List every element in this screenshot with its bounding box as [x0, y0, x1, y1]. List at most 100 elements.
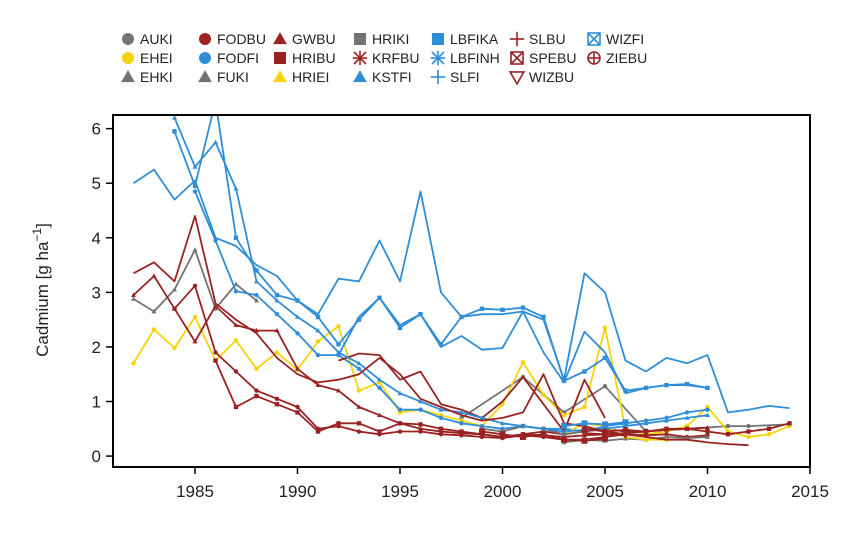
- point-spebu: [540, 431, 547, 438]
- point-wizbu: [621, 432, 630, 440]
- point-gwbu: [192, 338, 198, 344]
- legend-marker-lbfinh: [430, 50, 446, 66]
- y-axis: 0 1 2 3 4 5 6: [92, 120, 113, 466]
- point-fodfi: [643, 418, 649, 423]
- series-ziebu: [581, 425, 649, 435]
- point-auki: [725, 423, 731, 429]
- legend-marker-fuki: [198, 70, 212, 83]
- point-fodfi: [684, 410, 690, 415]
- x-tick-label-2015: 2015: [791, 482, 829, 501]
- point-hribu: [213, 358, 218, 363]
- point-lbfika: [500, 307, 505, 313]
- point-ehei: [274, 350, 280, 355]
- legend-item-fodbu: FODBU: [199, 31, 266, 47]
- point-auki: [746, 423, 751, 429]
- x-axis: 1985 1990 1995 2000 2005 2010 2015: [176, 467, 829, 501]
- point-ehei: [766, 432, 772, 437]
- point-hribu: [459, 429, 464, 434]
- point-fodbu: [192, 283, 198, 289]
- legend-label-lbfika: LBFIKA: [450, 31, 499, 47]
- legend-marker-wizbu: [508, 71, 526, 86]
- legend-marker-fodfi: [199, 52, 211, 64]
- legend-marker-ziebu: [587, 51, 601, 65]
- legend-item-lbfika: LBFIKA: [432, 31, 499, 47]
- point-wizfi: [560, 423, 567, 430]
- point-kstfi: [458, 409, 465, 415]
- point-fodfi: [356, 366, 362, 371]
- point-lbfika: [213, 99, 217, 103]
- legend-label-wizbu: WIZBU: [529, 69, 574, 85]
- legend-marker-kstfi: [353, 70, 367, 83]
- point-spebu: [560, 436, 567, 443]
- point-gwbu: [151, 273, 157, 278]
- point-kstfi: [684, 415, 690, 420]
- x-tick-label-1985: 1985: [176, 482, 214, 501]
- point-gwbu: [212, 303, 219, 308]
- point-fodfi: [315, 352, 321, 358]
- legend-label-spebu: SPEBU: [529, 50, 576, 66]
- legend-marker-wizfi: [587, 32, 601, 46]
- point-fodfi: [377, 385, 382, 391]
- point-spebu: [499, 431, 506, 438]
- point-ehki: [192, 247, 198, 252]
- legend-label-ehei: EHEI: [140, 50, 173, 66]
- legend-label-auki: AUKI: [140, 31, 173, 47]
- point-hriei: [643, 437, 649, 442]
- legend-label-fodfi: FODFI: [217, 50, 259, 66]
- point-kstfi: [192, 164, 198, 169]
- legend-marker-hriei: [273, 70, 287, 83]
- point-lbfika: [438, 342, 444, 347]
- y-tick-label-2: 2: [92, 338, 101, 357]
- legend-item-fodfi: FODFI: [199, 50, 259, 66]
- point-kstfi: [540, 426, 547, 431]
- legend-item-ehei: EHEI: [122, 50, 173, 66]
- point-lbfika: [274, 292, 280, 298]
- series-slbu: [133, 215, 749, 447]
- point-fuki: [663, 434, 670, 439]
- point-ehei: [172, 345, 177, 351]
- point-hribu: [725, 432, 731, 437]
- point-gwbu: [438, 428, 444, 434]
- series-line-slfi: [133, 168, 790, 414]
- point-gwbu: [171, 306, 178, 311]
- point-lbfika: [582, 369, 587, 374]
- point-kstfi: [356, 360, 362, 366]
- series-krfbu: [338, 352, 606, 433]
- y-axis-title: Cadmium [g ha−1]: [30, 223, 52, 357]
- legend-label-gwbu: GWBU: [292, 31, 336, 47]
- legend-item-slfi: SLFI: [430, 69, 480, 85]
- point-gwbu: [704, 425, 711, 430]
- legend-label-kstfi: KSTFI: [372, 69, 412, 85]
- point-hribu: [356, 421, 362, 426]
- legend-marker-gwbu: [273, 32, 287, 45]
- point-kstfi: [643, 420, 649, 426]
- point-spebu: [478, 428, 485, 435]
- legend-marker-ehki: [121, 70, 135, 83]
- point-ehei: [356, 388, 362, 393]
- legend-marker-spebu: [510, 51, 524, 65]
- y-tick-label-6: 6: [92, 120, 101, 139]
- point-fodbu: [274, 396, 280, 401]
- point-lbfika: [356, 317, 362, 322]
- point-fodfi: [192, 189, 198, 194]
- point-kstfi: [622, 423, 629, 428]
- point-gwbu: [356, 404, 362, 409]
- series-line-krfbu: [338, 352, 606, 433]
- legend-label-hriki: HRIKI: [372, 31, 409, 47]
- point-ehei: [151, 327, 157, 332]
- point-lbfika: [541, 314, 546, 320]
- point-fuki: [704, 434, 711, 439]
- point-ziebu: [581, 425, 588, 432]
- point-auki: [602, 384, 608, 389]
- point-ehki: [233, 281, 239, 287]
- y-axis-title-main: Cadmium [g ha: [33, 241, 52, 357]
- point-kstfi: [520, 423, 526, 428]
- point-gwbu: [417, 426, 424, 431]
- legend-marker-ehei: [122, 52, 134, 64]
- point-kstfi: [315, 328, 321, 333]
- point-gwbu: [376, 412, 383, 418]
- point-kstfi: [499, 420, 506, 426]
- point-ehei: [520, 360, 526, 365]
- point-ehei: [131, 361, 136, 366]
- legend-item-fuki: FUKI: [198, 69, 249, 85]
